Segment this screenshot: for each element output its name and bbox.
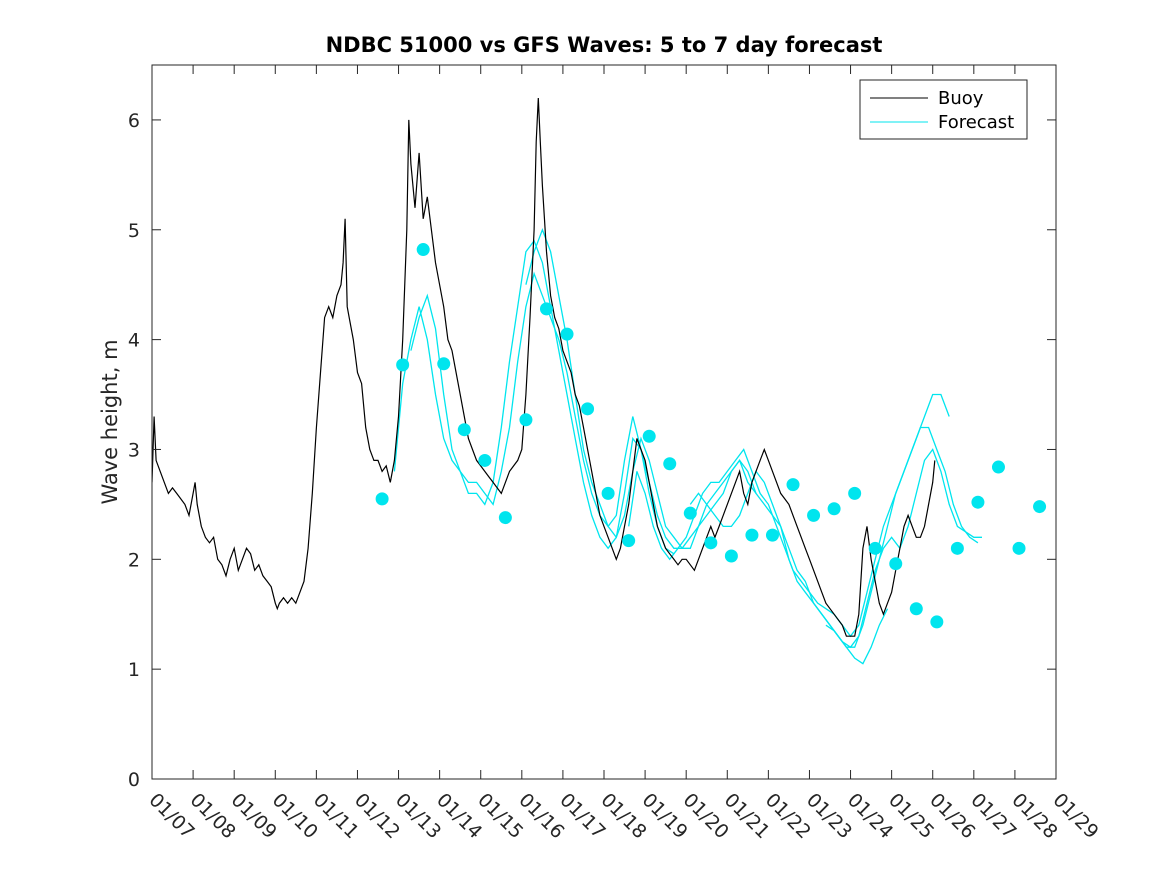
forecast-marker-18 bbox=[724, 549, 738, 563]
y-tick-label: 1 bbox=[128, 659, 140, 681]
forecast-marker-4 bbox=[437, 357, 451, 371]
legend: Buoy Forecast bbox=[859, 79, 1028, 140]
forecast-marker-23 bbox=[827, 502, 841, 516]
plot-area bbox=[152, 65, 1056, 779]
forecast-marker-17 bbox=[704, 536, 718, 550]
forecast-marker-22 bbox=[807, 508, 821, 522]
forecast-marker-3 bbox=[416, 243, 430, 257]
forecast-marker-10 bbox=[560, 327, 574, 341]
forecast-marker-12 bbox=[601, 486, 615, 500]
y-tick-label: 3 bbox=[128, 439, 140, 461]
forecast-marker-7 bbox=[498, 511, 512, 525]
y-tick-label: 0 bbox=[128, 769, 140, 791]
y-axis-label: Wave height, m bbox=[98, 339, 122, 504]
forecast-line-6 bbox=[825, 448, 982, 649]
chart-title: NDBC 51000 vs GFS Waves: 5 to 7 day fore… bbox=[326, 33, 883, 57]
y-tick-label: 6 bbox=[128, 110, 140, 132]
forecast-marker-13 bbox=[622, 534, 636, 548]
buoy-line bbox=[152, 97, 936, 637]
forecast-marker-21 bbox=[786, 478, 800, 492]
forecast-marker-29 bbox=[950, 541, 964, 555]
forecast-marker-33 bbox=[1033, 500, 1047, 514]
legend-entry-forecast: Forecast bbox=[938, 112, 1014, 133]
forecast-marker-20 bbox=[765, 528, 779, 542]
forecast-marker-26 bbox=[889, 557, 903, 571]
forecast-marker-19 bbox=[745, 528, 759, 542]
forecast-marker-14 bbox=[642, 429, 656, 443]
forecast-marker-28 bbox=[930, 615, 944, 629]
forecast-marker-30 bbox=[971, 495, 985, 509]
forecast-marker-1 bbox=[375, 492, 389, 506]
legend-entry-buoy: Buoy bbox=[938, 88, 984, 109]
forecast-marker-11 bbox=[581, 402, 595, 416]
forecast-marker-24 bbox=[848, 486, 862, 500]
forecast-marker-6 bbox=[478, 453, 492, 467]
forecast-marker-8 bbox=[519, 413, 533, 427]
y-tick-label: 4 bbox=[128, 330, 140, 352]
y-tick-label: 2 bbox=[128, 549, 140, 571]
y-tick-label: 5 bbox=[128, 220, 140, 242]
forecast-marker-5 bbox=[457, 423, 471, 437]
forecast-marker-15 bbox=[663, 457, 677, 471]
buoy-line-group bbox=[152, 97, 936, 637]
forecast-marker-25 bbox=[868, 541, 882, 555]
forecast-marker-31 bbox=[991, 460, 1005, 474]
forecast-marker-9 bbox=[539, 302, 553, 316]
forecast-marker-2 bbox=[396, 358, 410, 372]
forecast-line-1 bbox=[393, 271, 675, 555]
forecast-lines-group bbox=[393, 227, 982, 665]
forecast-marker-27 bbox=[909, 602, 923, 616]
forecast-marker-32 bbox=[1012, 541, 1026, 555]
forecast-marker-16 bbox=[683, 506, 697, 520]
legend-box bbox=[859, 79, 1028, 140]
forecast-markers-group bbox=[375, 243, 1047, 629]
